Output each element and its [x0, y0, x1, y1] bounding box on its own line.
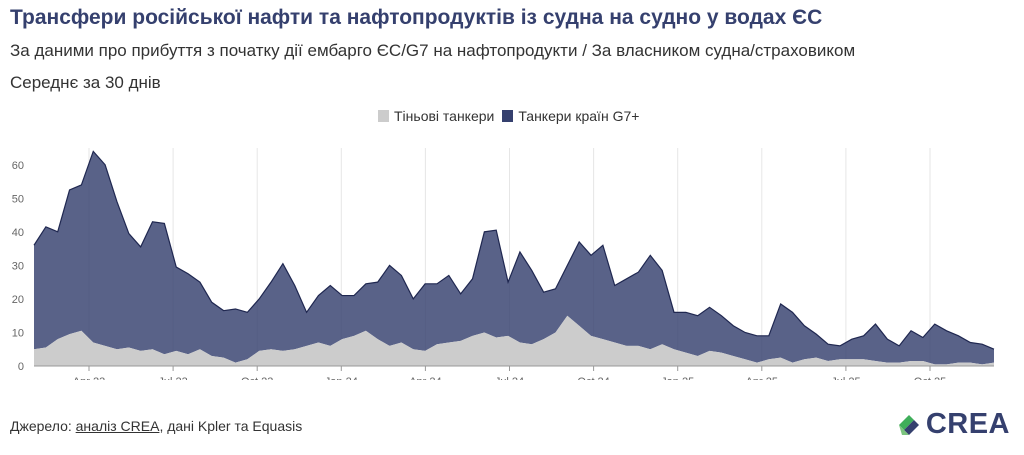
grid-lines: [88, 148, 931, 366]
legend-label-shadow: Тіньові танкери: [394, 108, 495, 124]
legend-item-g7[interactable]: Танкери країн G7+: [502, 108, 639, 124]
source-note: Джерело: аналіз CREA, дані Kpler та Equa…: [10, 418, 302, 434]
y-tick-label-2: 20: [12, 294, 24, 306]
x-axis: Apr 23 Jul 23 Oct 23 Jan 24 Apr 24 Jul 24 Oct …: [34, 365, 994, 380]
area-series: [33, 150, 995, 366]
source-prefix: Джерело:: [10, 418, 76, 434]
legend-item-shadow[interactable]: Тіньові танкери: [378, 108, 494, 124]
legend-swatch-shadow: [378, 110, 389, 122]
crea-logo-text: CREA: [925, 408, 1010, 440]
crea-logo-icon: [898, 414, 919, 435]
x-tick-label-7: Jan 25: [661, 376, 694, 380]
legend-label-g7: Танкери країн G7+: [518, 108, 640, 124]
x-tick-label-3: Jan 24: [325, 376, 358, 380]
x-tick-label-8: Apr 25: [746, 376, 778, 380]
x-tick-label-1: Jul 23: [158, 376, 187, 380]
crea-logo: CREA: [896, 408, 1010, 441]
y-tick-label-0: 0: [18, 361, 24, 373]
y-tick-label-6: 60: [12, 160, 24, 172]
line-g7-tankers: [33, 150, 995, 350]
area-g7-tankers: [34, 151, 994, 365]
y-tick-label-1: 10: [12, 327, 24, 339]
y-axis: 0 10 20 30 40 50 60: [12, 160, 24, 373]
x-tick-label-0: Apr 23: [73, 376, 105, 380]
chart-note: Середнє за 30 днів: [10, 73, 161, 92]
area-shadow-tankers: [34, 315, 994, 366]
x-tick-label-2: Oct 23: [241, 376, 273, 380]
y-tick-label-5: 50: [12, 193, 24, 205]
source-suffix: , дані Kpler та Equasis: [159, 418, 303, 434]
x-tick-label-4: Apr 24: [409, 376, 441, 380]
x-tick-label-9: Jul 25: [831, 376, 860, 380]
y-tick-label-3: 30: [12, 260, 24, 272]
x-tick-label-10: Oct 25: [914, 376, 946, 380]
legend-swatch-g7: [502, 110, 514, 122]
chart-title: Трансфери російської нафти та нафтопроду…: [10, 6, 823, 29]
x-tick-label-6: Oct 24: [577, 376, 609, 380]
x-tick-label-5: Jul 24: [495, 376, 524, 380]
source-link[interactable]: аналіз CREA: [75, 418, 160, 434]
y-tick-label-4: 40: [12, 227, 24, 239]
chart-subtitle: За даними про прибуття з початку дії емб…: [10, 41, 856, 60]
legend: Тіньові танкери Танкери країн G7+: [378, 108, 639, 124]
